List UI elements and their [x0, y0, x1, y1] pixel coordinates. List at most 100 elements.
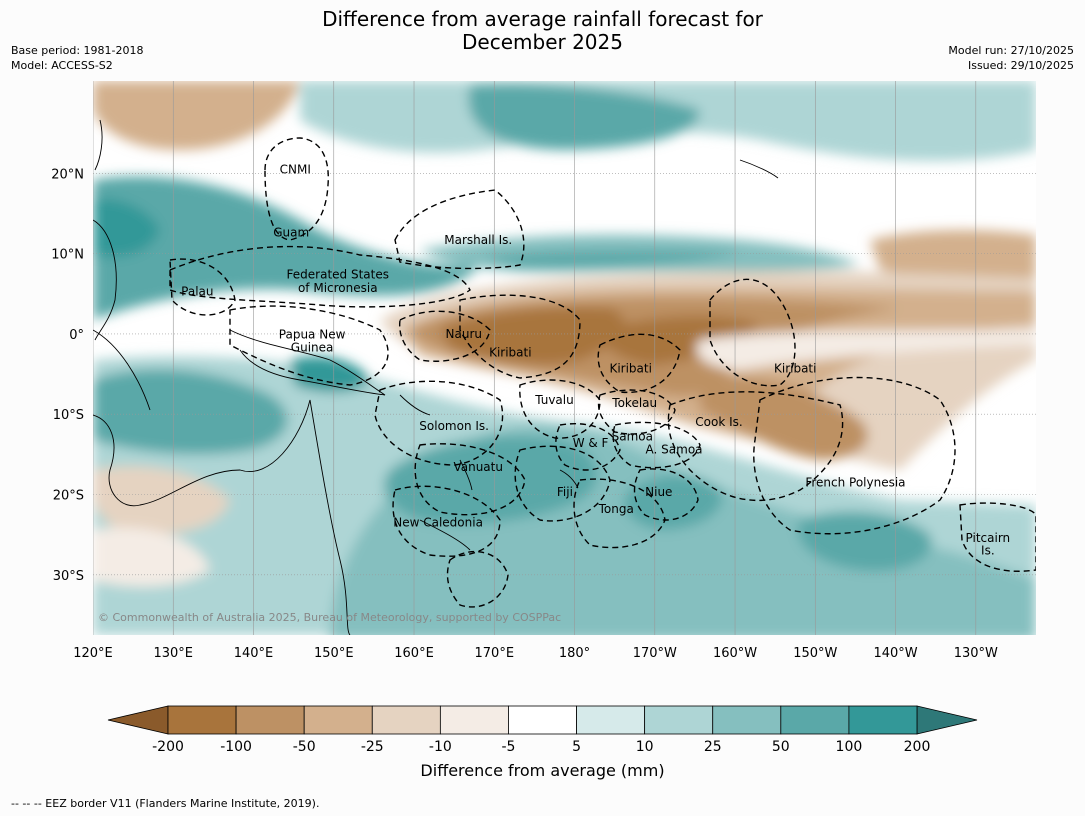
eez-kiribati-line	[709, 278, 796, 387]
colorbar-bin	[371, 705, 441, 735]
philippines-coast	[93, 219, 117, 341]
colorbar-tick-label: -25	[361, 739, 384, 755]
base-period-text: Base period: 1981-2018	[11, 44, 144, 57]
colorbar-tick-label: 50	[772, 739, 790, 755]
dry-region-northwest	[93, 81, 300, 150]
eez-new-caledonia	[392, 485, 501, 557]
wet-band-itcz-core	[480, 250, 740, 268]
place-label: Papua New	[279, 328, 346, 342]
colorbar-tick-label: 200	[904, 739, 931, 755]
place-label: Fiji	[557, 485, 573, 499]
meta-left-block: Base period: 1981-2018 Model: ACCESS-S2	[11, 43, 143, 73]
latitude-tick-label: 30°S	[53, 569, 84, 584]
longitude-tick-label: 140°E	[234, 646, 274, 661]
colorbar-tick-label: 100	[836, 739, 863, 755]
longitude-tick-labels: 120°E 130°E 140°E 150°E 160°E 170°E 180° 170°W 1…	[73, 646, 998, 661]
anomaly-shading	[93, 81, 1036, 635]
place-label: Tuvalu	[534, 393, 574, 407]
colorbar-bin	[712, 705, 782, 735]
place-label: Tonga	[598, 502, 634, 516]
eez-borders	[169, 137, 1036, 608]
place-label: Nauru	[446, 327, 482, 341]
copyright-text: © Commonwealth of Australia 2025, Bureau…	[98, 611, 561, 624]
place-label: Federated States	[287, 267, 389, 281]
colorbar-bin	[848, 705, 918, 735]
model-text: Model: ACCESS-S2	[11, 59, 113, 72]
place-label: Is.	[981, 544, 995, 558]
colorbar-bin	[780, 705, 850, 735]
place-label: CNMI	[280, 162, 311, 176]
place-label: Vanuatu	[453, 460, 503, 474]
longitude-tick-label: 120°E	[73, 646, 113, 661]
longitude-tick-label: 130°W	[954, 646, 998, 661]
place-label: New Caledonia	[393, 516, 483, 530]
place-label: Guam	[273, 226, 309, 240]
place-label: Cook Is.	[695, 415, 742, 429]
colorbar-tick-label: 5	[572, 739, 581, 755]
colorbar-bin	[167, 705, 237, 735]
indonesia-coast	[93, 329, 151, 411]
place-label: Tokelau	[611, 396, 657, 410]
eez-french-polynesia	[753, 376, 956, 535]
eez-norfolk	[446, 550, 509, 608]
latitude-tick-label: 20°S	[53, 488, 84, 503]
place-label: French Polynesia	[805, 475, 905, 489]
latitude-tick-label: 10°N	[51, 248, 84, 263]
eez-png	[229, 305, 389, 386]
place-label: W & F	[573, 436, 609, 450]
eez-kiribati-phoenix	[597, 333, 681, 394]
dry-region-northeast	[870, 230, 1036, 282]
longitude-tick-label: 150°W	[793, 646, 837, 661]
taiwan-coast	[94, 119, 103, 171]
wet-core-vanuatu	[384, 436, 598, 524]
colorbar-tick-label: -200	[152, 739, 184, 755]
eez-legend-footnote: -- -- -- EEZ border V11 (Flanders Marine…	[11, 797, 320, 810]
colorbar-bin	[235, 705, 305, 735]
eez-tuvalu	[519, 379, 601, 439]
colorbar-bin	[508, 705, 577, 735]
colorbar-tick-label: -5	[501, 739, 515, 755]
colorbar-tick-label: -100	[220, 739, 252, 755]
wet-core-north	[468, 83, 700, 150]
place-label: A. Samoa	[646, 443, 703, 457]
place-label: Pitcairn	[966, 531, 1011, 545]
place-label: Guinea	[291, 341, 334, 355]
place-label: Kiribati	[489, 345, 531, 359]
map-title: Difference from average rainfall forecas…	[322, 7, 763, 54]
longitude-tick-label: 140°W	[873, 646, 917, 661]
vanuatu-coast	[459, 459, 473, 491]
eez-solomon	[374, 380, 504, 466]
eez-fiji	[514, 445, 611, 522]
latitude-tick-label: 0°	[69, 328, 84, 343]
dry-core-kiribati-west	[440, 307, 625, 365]
place-label: Marshall Is.	[444, 233, 512, 247]
longitude-tick-label: 160°E	[394, 646, 434, 661]
longitude-tick-label: 130°E	[153, 646, 193, 661]
colorbar-tick-label: -10	[429, 739, 452, 755]
colorbar-tick-label: 25	[704, 739, 722, 755]
hawaii-coast	[739, 159, 779, 179]
dry-region-cook-islands	[700, 377, 868, 460]
eez-marshall	[394, 189, 525, 270]
colorbar-tick-label: 10	[636, 739, 654, 755]
eez-micronesia	[169, 245, 471, 308]
australia-coast	[93, 399, 351, 635]
wet-core-southeast	[798, 511, 932, 571]
dry-core-kiribati-central	[600, 315, 760, 365]
solomon-coast	[399, 394, 431, 416]
model-run-text: Model run: 27/10/2025	[948, 44, 1074, 57]
dry-region-australia-2	[93, 527, 210, 587]
eez-nauru	[398, 310, 491, 362]
longitude-tick-label: 180°	[559, 646, 590, 661]
dry-region-australia	[93, 466, 230, 534]
longitude-tick-label: 160°W	[713, 646, 757, 661]
latitude-tick-labels: 20°N 10°N 0° 10°S 20°S 30°S	[51, 167, 84, 583]
eez-wallis-futuna	[555, 423, 621, 471]
colorbar: -200 -100 -50 -25 -10 -5 5 10 25 50 100 200	[107, 705, 978, 755]
wet-region-micronesia	[93, 176, 480, 320]
wet-core-bismarck	[290, 356, 370, 392]
place-label: Samoa	[612, 430, 653, 444]
place-label: Solomon Is.	[419, 419, 489, 433]
new-caledonia-coast	[419, 519, 471, 551]
coastlines	[93, 119, 779, 635]
